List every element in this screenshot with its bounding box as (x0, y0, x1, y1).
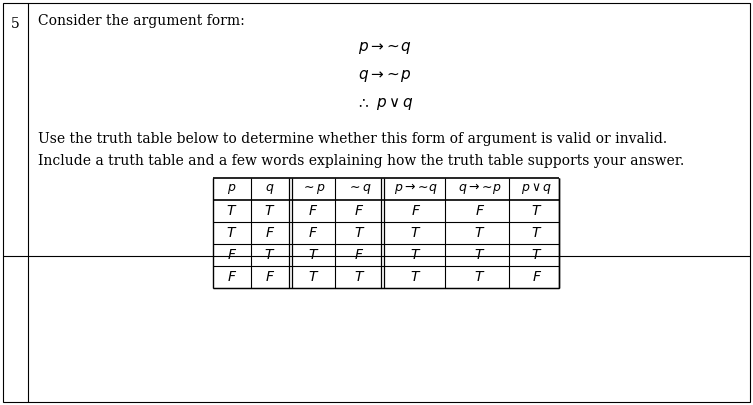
Text: $T$: $T$ (474, 270, 486, 284)
Text: $p \rightarrow\!\sim\! q$: $p \rightarrow\!\sim\! q$ (358, 40, 412, 56)
Text: $T$: $T$ (410, 226, 422, 240)
Text: $T$: $T$ (227, 204, 238, 218)
Text: $p \vee q$: $p \vee q$ (521, 181, 553, 196)
Text: $F$: $F$ (475, 204, 485, 218)
Text: Include a truth table and a few words explaining how the truth table supports yo: Include a truth table and a few words ex… (38, 154, 684, 168)
Text: $T$: $T$ (308, 248, 319, 262)
Text: $F$: $F$ (411, 204, 421, 218)
Text: $T$: $T$ (410, 270, 422, 284)
Text: $T$: $T$ (308, 270, 319, 284)
Text: $p \vee q$: $p \vee q$ (376, 96, 414, 112)
Text: $F$: $F$ (265, 226, 275, 240)
Text: $F$: $F$ (355, 248, 364, 262)
Text: $q \rightarrow\!\sim\! p$: $q \rightarrow\!\sim\! p$ (358, 68, 412, 84)
Text: $T$: $T$ (532, 226, 543, 240)
Text: $F$: $F$ (532, 270, 542, 284)
Text: $F$: $F$ (309, 226, 319, 240)
Text: $T$: $T$ (532, 204, 543, 218)
Text: Consider the argument form:: Consider the argument form: (38, 14, 245, 28)
Text: $T$: $T$ (264, 248, 276, 262)
Text: $F$: $F$ (227, 248, 237, 262)
Text: $p \rightarrow\!\sim\! q$: $p \rightarrow\!\sim\! q$ (394, 181, 438, 196)
Text: Use the truth table below to determine whether this form of argument is valid or: Use the truth table below to determine w… (38, 132, 667, 146)
Text: $q \rightarrow\!\sim\! p$: $q \rightarrow\!\sim\! p$ (458, 181, 502, 196)
Text: $T$: $T$ (354, 270, 365, 284)
Text: $T$: $T$ (227, 226, 238, 240)
Text: $F$: $F$ (309, 204, 319, 218)
Text: $T$: $T$ (264, 204, 276, 218)
Text: $\sim q$: $\sim q$ (347, 182, 372, 196)
Text: $T$: $T$ (532, 248, 543, 262)
Text: $T$: $T$ (474, 248, 486, 262)
Text: $p$: $p$ (227, 182, 236, 196)
Text: $T$: $T$ (410, 248, 422, 262)
Text: $q$: $q$ (265, 182, 275, 196)
Text: $\therefore$: $\therefore$ (356, 96, 370, 110)
Text: $T$: $T$ (354, 226, 365, 240)
Text: 5: 5 (11, 17, 20, 31)
Text: $T$: $T$ (474, 226, 486, 240)
Text: $F$: $F$ (355, 204, 364, 218)
Text: $F$: $F$ (227, 270, 237, 284)
Text: $F$: $F$ (265, 270, 275, 284)
Text: $\sim p$: $\sim p$ (301, 182, 326, 196)
